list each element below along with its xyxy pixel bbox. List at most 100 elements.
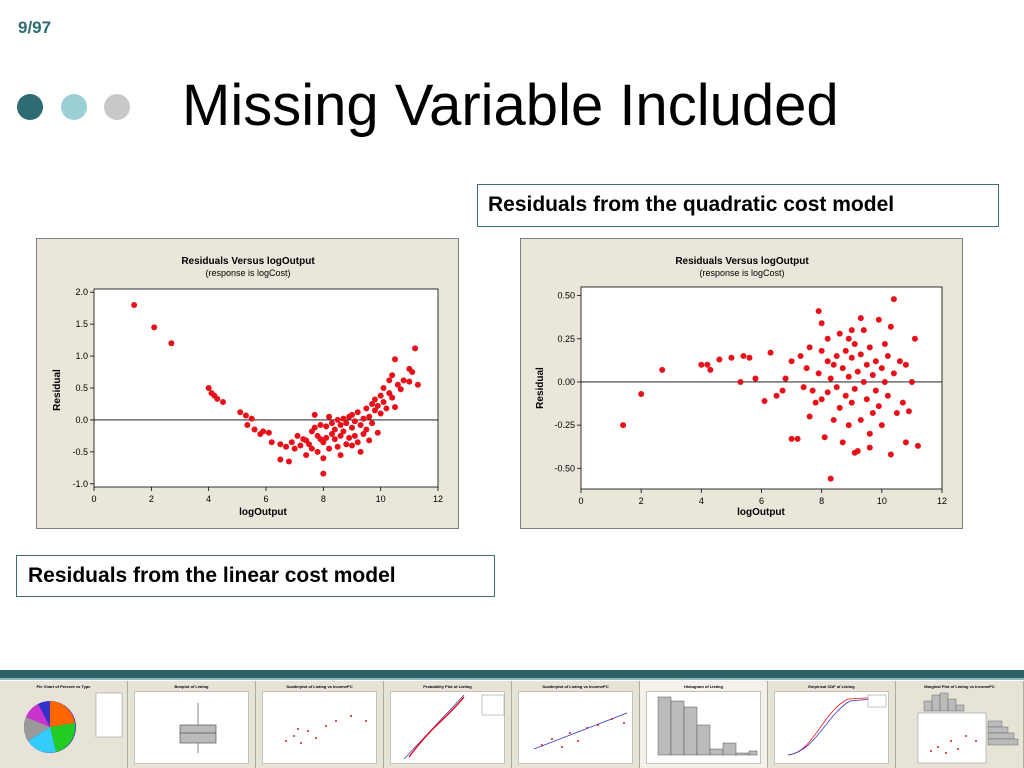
bullet-dot-gray: [104, 94, 130, 120]
x-tick-label: 12: [433, 494, 443, 504]
data-point: [827, 475, 834, 482]
data-point: [752, 375, 759, 382]
data-point: [875, 403, 882, 410]
data-point: [306, 441, 312, 448]
data-point: [890, 296, 897, 303]
data-point: [131, 301, 138, 308]
data-point: [818, 396, 825, 403]
thumbnail-pie-chart[interactable]: Pie Chart of Percent vs Type: [0, 681, 128, 768]
x-tick-label: 8: [321, 494, 326, 504]
data-point: [896, 358, 903, 365]
thumbnail-empirical-cdf[interactable]: Empirical CDF of Listing: [768, 681, 896, 768]
data-point: [845, 422, 852, 429]
data-point: [363, 426, 370, 433]
thumbnail-title: Empirical CDF of Listing: [808, 684, 855, 689]
thumbnail-title: Probability Plot of Listing: [423, 684, 472, 689]
y-tick-label: 0.5: [75, 383, 88, 393]
data-point: [337, 422, 344, 429]
thumbnail-title: Marginal Plot of Listing vs IncomePC: [924, 684, 995, 689]
data-point: [354, 439, 361, 446]
x-tick-label: 4: [699, 496, 704, 506]
data-point: [392, 404, 398, 411]
data-point: [291, 445, 298, 452]
data-point: [884, 392, 891, 399]
x-axis-label: logOutput: [239, 507, 287, 518]
data-point: [248, 415, 255, 422]
data-point: [902, 361, 909, 368]
data-point: [277, 456, 284, 463]
data-point: [698, 361, 705, 368]
data-point: [851, 449, 858, 456]
chart-panel-right: Residuals Versus logOutput (response is …: [520, 238, 963, 529]
data-point: [842, 347, 849, 354]
scatterplot-fit-icon: [533, 712, 628, 750]
data-point: [389, 372, 396, 379]
y-tick-label: 0.00: [557, 377, 575, 387]
data-point: [349, 424, 355, 431]
data-point: [414, 381, 421, 388]
y-axis-label: Residual: [535, 367, 546, 409]
chart-subtitle: (response is logCost): [205, 268, 290, 278]
y-tick-label: 1.5: [75, 319, 88, 329]
data-point: [806, 413, 813, 420]
data-point: [878, 365, 885, 372]
data-point: [346, 434, 353, 441]
data-point: [205, 385, 212, 391]
thumbnail-marginal-plot[interactable]: Marginal Plot of Listing vs IncomePC: [896, 681, 1024, 768]
data-point: [343, 420, 350, 427]
data-point: [638, 391, 645, 398]
data-point: [845, 335, 852, 342]
thumbnail-scatterplot-2[interactable]: Scatterplot of Listing vs IncomePC: [512, 681, 640, 768]
thumbnail-histogram[interactable]: Histogram of Listing: [640, 681, 768, 768]
data-point: [863, 396, 870, 403]
probability-plot-icon: [403, 694, 505, 760]
data-point: [400, 377, 407, 384]
x-tick-label: 0: [91, 494, 96, 504]
data-point: [317, 422, 324, 429]
plot-area: [580, 286, 943, 490]
thumbnail-title: Scatterplot of Listing vs IncomePC: [286, 684, 353, 689]
thumbnail-boxplot[interactable]: Boxplot of Listing: [128, 681, 256, 768]
thumbnail-scatterplot-1[interactable]: Scatterplot of Listing vs IncomePC: [256, 681, 384, 768]
data-point: [875, 316, 882, 323]
data-point: [360, 430, 367, 437]
x-tick-label: 4: [206, 494, 211, 504]
chart-subtitle: (response is logCost): [699, 268, 784, 278]
residuals-chart-right: Residuals Versus logOutput (response is …: [535, 256, 947, 518]
x-tick-label: 10: [376, 494, 386, 504]
data-point: [860, 378, 867, 385]
data-point: [815, 370, 822, 377]
x-tick-label: 10: [877, 496, 887, 506]
data-point: [848, 327, 855, 334]
thumbnail-title: Pie Chart of Percent vs Type: [36, 684, 91, 689]
data-point: [851, 385, 858, 392]
data-point: [842, 392, 849, 399]
data-point: [320, 439, 327, 446]
data-point: [366, 437, 373, 444]
data-point: [242, 412, 249, 419]
y-tick-label: -0.5: [72, 447, 88, 457]
data-point: [761, 397, 768, 404]
data-point: [334, 416, 341, 423]
thumbnail-strip: Pie Chart of Percent vs Type Boxplot of …: [0, 681, 1024, 768]
data-point: [377, 392, 384, 399]
data-point: [394, 381, 401, 388]
data-point: [251, 426, 258, 433]
data-point: [788, 358, 795, 365]
data-point: [328, 420, 335, 427]
data-point: [824, 389, 831, 396]
boxplot-icon: [179, 703, 217, 753]
data-point: [351, 432, 358, 439]
thumbnail-probability-plot[interactable]: Probability Plot of Listing: [384, 681, 512, 768]
data-point: [357, 448, 364, 455]
data-point: [866, 444, 873, 451]
data-point: [836, 330, 843, 337]
data-point: [168, 340, 175, 347]
data-point: [214, 395, 221, 402]
data-point: [887, 323, 894, 330]
data-point: [337, 432, 344, 439]
data-point: [869, 372, 876, 379]
pie-chart-icon: [23, 692, 123, 753]
x-tick-label: 8: [819, 496, 824, 506]
y-tick-label: -1.0: [72, 479, 88, 489]
